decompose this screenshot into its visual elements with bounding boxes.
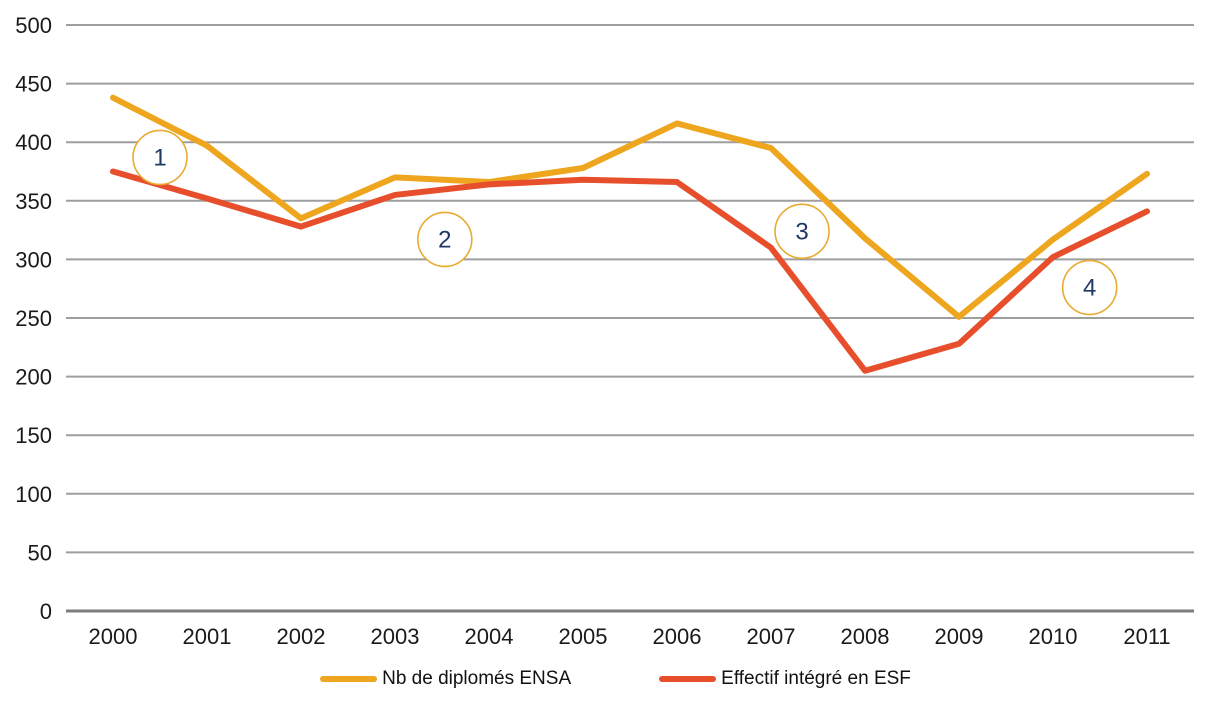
annotation-number-4: 4: [1083, 275, 1096, 302]
x-axis-tick-label-2006: 2006: [653, 624, 702, 649]
x-axis-tick-label-2001: 2001: [183, 624, 232, 649]
y-axis-tick-label-150: 150: [15, 423, 52, 448]
annotation-circle-3: [774, 203, 830, 260]
x-axis-tick-label-2009: 2009: [935, 624, 984, 649]
y-axis-tick-label-450: 450: [15, 72, 52, 97]
y-axis-tick-label-500: 500: [15, 13, 52, 38]
legend-label-esf: Effectif intégré en ESF: [721, 668, 911, 689]
series-line-esf: [110, 168, 1150, 374]
x-axis-tick-label-2007: 2007: [747, 624, 796, 649]
annotation-circle-1: [132, 129, 188, 186]
x-axis-tick-label-2004: 2004: [465, 624, 514, 649]
legend-swatch-esf-icon: [659, 676, 717, 682]
y-axis-tick-label-200: 200: [15, 365, 52, 390]
y-axis-tick-label-0: 0: [40, 599, 52, 624]
y-axis-tick-label-100: 100: [15, 482, 52, 507]
annotation-number-3: 3: [795, 218, 808, 245]
x-axis-tick-label-2003: 2003: [371, 624, 420, 649]
x-axis-tick-label-2010: 2010: [1029, 624, 1078, 649]
x-axis-tick-label-2011: 2011: [1123, 624, 1170, 649]
y-axis-tick-label-300: 300: [15, 247, 52, 272]
x-axis-tick-label-2005: 2005: [559, 624, 608, 649]
annotation-number-2: 2: [438, 226, 451, 253]
x-axis-tick-label-2002: 2002: [277, 624, 326, 649]
chart-canvas: 0 50 100 150 200 250 300 350 400 450 500 2000 2001 20…: [15, 13, 1194, 649]
y-axis-tick-label-250: 250: [15, 306, 52, 331]
legend-item-ensa: Nb de diplomés ENSA: [320, 668, 571, 690]
y-axis-tick-label-400: 400: [15, 130, 52, 155]
x-axis-tick-label-2008: 2008: [841, 624, 890, 649]
series-line-ensa: [110, 94, 1150, 320]
legend: Nb de diplomés ENSA Effectif intégré en …: [0, 668, 1231, 690]
annotation-circle-2: [417, 211, 473, 268]
annotation-circle-4: [1061, 259, 1118, 316]
annotation-number-1: 1: [153, 144, 166, 171]
legend-item-esf: Effectif intégré en ESF: [659, 668, 911, 690]
legend-swatch-ensa-icon: [320, 676, 378, 682]
legend-label-ensa: Nb de diplomés ENSA: [382, 668, 572, 689]
x-axis-tick-label-2000: 2000: [89, 624, 138, 649]
y-axis-tick-label-50: 50: [28, 540, 52, 565]
y-axis-tick-label-350: 350: [15, 189, 52, 214]
